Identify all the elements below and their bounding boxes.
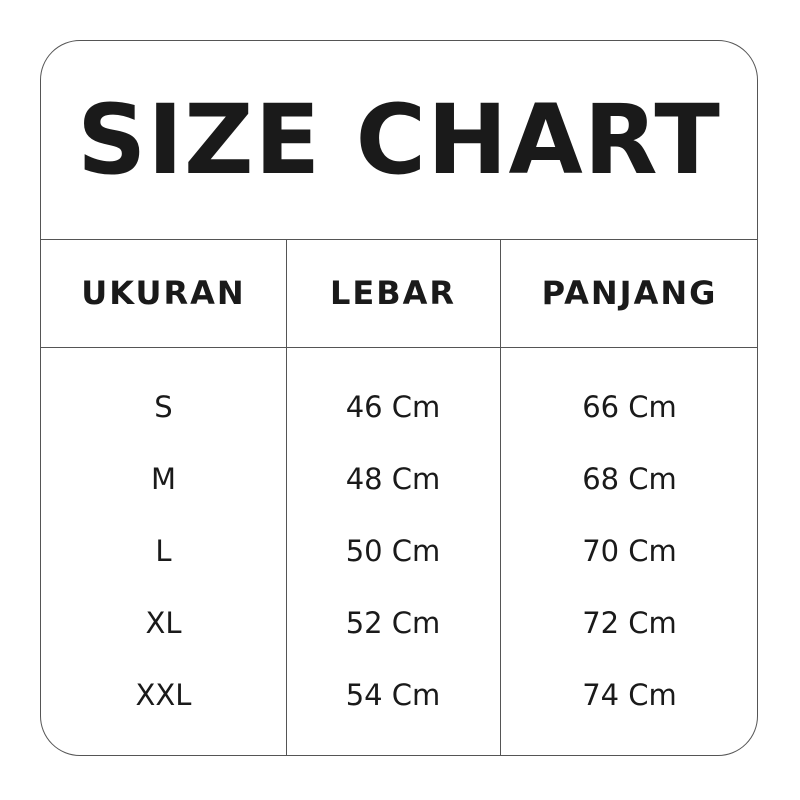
table-cell: S [154,390,173,424]
table-cell: XXL [135,678,192,712]
table-cell: 50 Cm [345,534,441,568]
table-cell: XL [145,606,182,640]
table-cell: 46 Cm [345,390,441,424]
header-lebar: LEBAR [329,274,457,312]
divider [286,239,287,755]
table-cell: 72 Cm [582,606,677,640]
header-ukuran: UKURAN [81,274,246,312]
table-cell: 66 Cm [582,390,677,424]
table-cell: 70 Cm [582,534,677,568]
table-cell: 54 Cm [345,678,441,712]
divider [500,239,501,755]
size-chart-card: SIZE CHART UKURAN LEBAR PANJANG S 46 Cm 66… [40,40,758,756]
table-cell: 52 Cm [345,606,441,640]
table-cell: 74 Cm [582,678,677,712]
page-title: SIZE CHART [77,84,721,196]
header-panjang: PANJANG [541,274,718,312]
table-cell: L [155,534,172,568]
divider [41,347,757,348]
table-cell: M [150,462,177,496]
divider [41,239,757,240]
table-cell: 68 Cm [582,462,677,496]
table-cell: 48 Cm [345,462,441,496]
